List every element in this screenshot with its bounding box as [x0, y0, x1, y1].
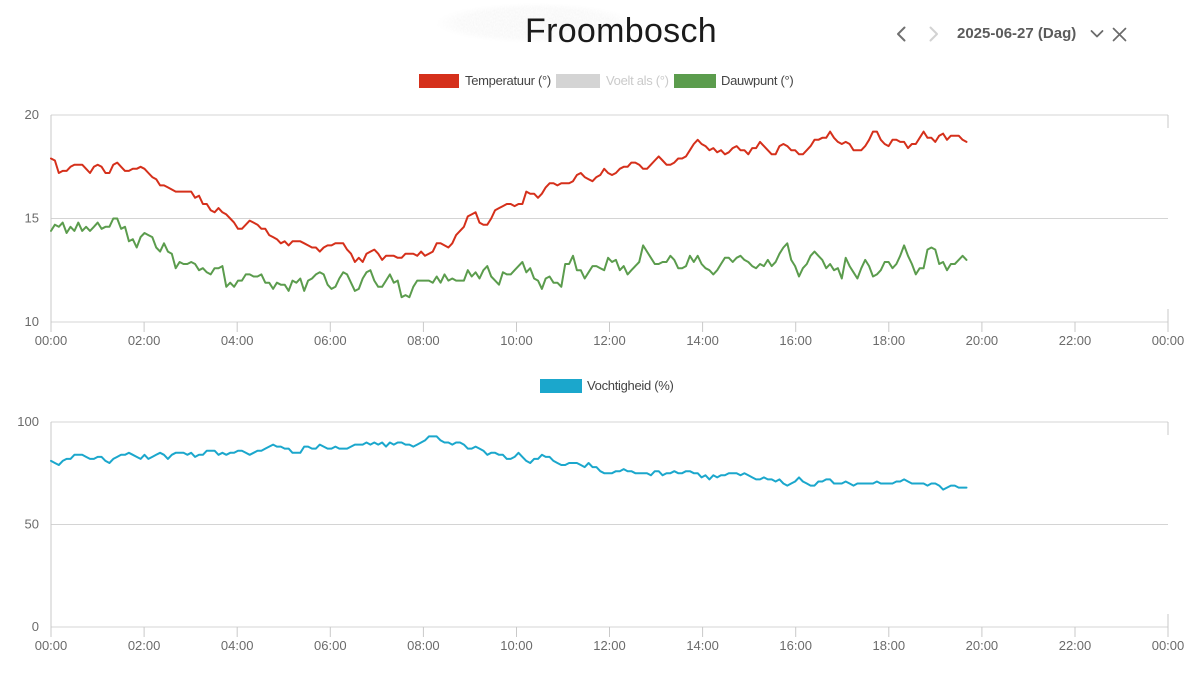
svg-text:06:00: 06:00 — [314, 638, 347, 653]
svg-text:00:00: 00:00 — [1152, 638, 1185, 653]
svg-text:02:00: 02:00 — [128, 638, 161, 653]
svg-text:16:00: 16:00 — [779, 638, 812, 653]
svg-text:22:00: 22:00 — [1059, 638, 1092, 653]
svg-text:14:00: 14:00 — [686, 638, 719, 653]
svg-text:18:00: 18:00 — [873, 638, 906, 653]
svg-text:04:00: 04:00 — [221, 638, 254, 653]
svg-text:00:00: 00:00 — [35, 638, 68, 653]
svg-text:100: 100 — [17, 414, 39, 429]
svg-text:20:00: 20:00 — [966, 638, 999, 653]
svg-text:0: 0 — [32, 619, 39, 634]
svg-text:10:00: 10:00 — [500, 638, 533, 653]
svg-text:12:00: 12:00 — [593, 638, 626, 653]
svg-text:50: 50 — [25, 517, 39, 532]
svg-text:08:00: 08:00 — [407, 638, 440, 653]
